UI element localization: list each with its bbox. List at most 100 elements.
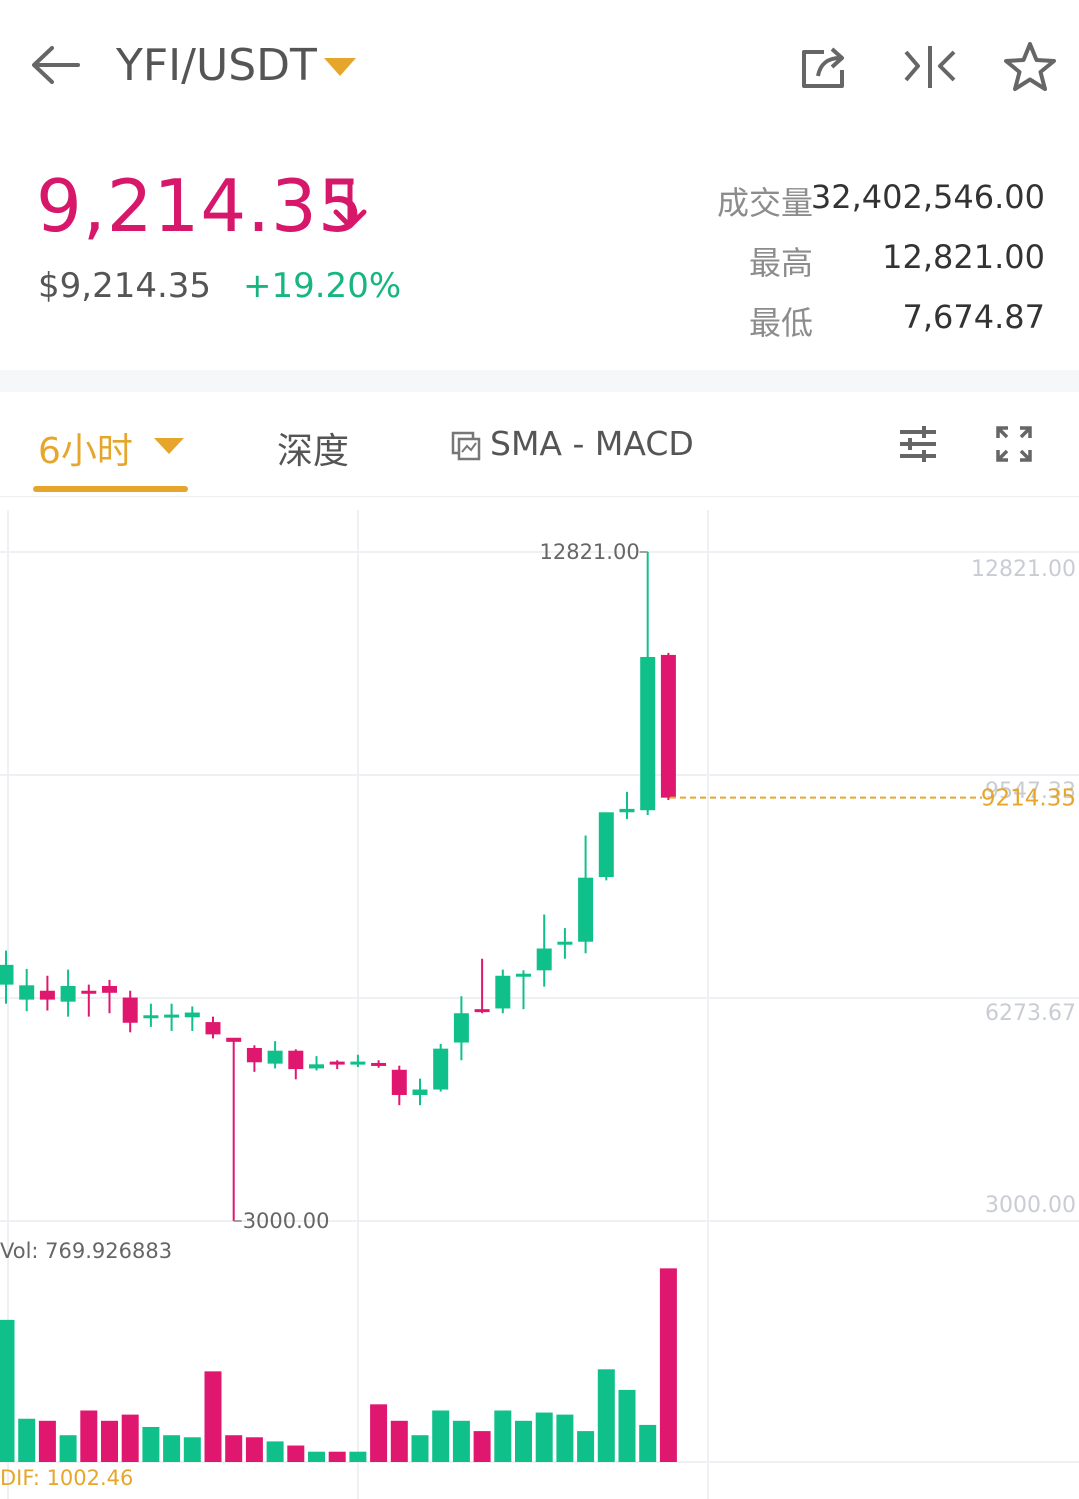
volume-bar [59,1435,77,1462]
active-tab-indicator [33,486,188,492]
caret-down-icon[interactable] [152,436,186,456]
volume-bar [577,1431,595,1462]
candle [0,950,14,1004]
volume-bar [494,1410,512,1462]
candle [350,1054,366,1068]
candle-body [226,1037,242,1042]
volume-bar [204,1371,222,1462]
back-arrow-icon[interactable] [28,40,88,90]
candle-body [557,941,573,945]
candle [329,1060,345,1070]
candle [39,975,55,1011]
volume-bar [225,1435,243,1462]
candle [267,1041,283,1069]
kline-chart[interactable]: 12821.00 9547.33 6273.67 3000.00 9214.35… [0,500,1079,1499]
high-marker: 12821.00 [539,540,639,564]
volume-bar [473,1431,491,1462]
candle [288,1049,304,1080]
candle [391,1065,407,1106]
candle [246,1045,262,1072]
stat-high: 最高 12,821.00 [645,238,1045,298]
volume-bar [266,1441,284,1462]
low-marker: 3000.00 [243,1209,330,1233]
tab-indicator[interactable]: SMA - MACD [490,424,694,463]
tab-interval[interactable]: 6小时 [38,431,133,472]
candle [536,914,552,987]
candle [453,996,469,1061]
candle [102,979,117,1014]
candle [412,1078,428,1106]
chart-grid [0,510,1079,1499]
star-icon[interactable] [1002,40,1058,94]
volume-bar [639,1424,657,1462]
candle-body [184,1012,200,1018]
stat-label: 最低 [748,304,813,342]
candle-body [660,654,676,798]
candle-body [640,656,656,811]
stat-value: 7,674.87 [902,298,1046,336]
candle-body [81,990,97,994]
candle [640,552,656,816]
compare-icon[interactable] [902,44,958,90]
candle [598,812,614,881]
candle [495,969,511,1014]
caret-down-icon[interactable] [322,56,358,78]
stat-label: 成交量 [716,184,813,222]
candle-body [39,990,55,1000]
candle [578,835,594,954]
candle-body [122,997,138,1023]
volume-bar [142,1426,160,1462]
volume-bar [80,1410,98,1462]
fullscreen-icon[interactable] [994,424,1034,464]
volume-bar [349,1451,367,1462]
candle [619,791,635,820]
price-axis-label: 9547.33 [985,779,1076,804]
candle-body [412,1089,428,1095]
share-icon[interactable] [800,44,848,90]
dif-label: DIF: 1002.46 [0,1466,133,1490]
trading-pair-title[interactable]: YFI/USDT [116,40,317,91]
candle [660,652,676,801]
candle-body [143,1015,159,1019]
price-axis-label: 12821.00 [971,557,1076,582]
candle [164,1003,180,1031]
volume-layer [0,1268,677,1462]
candle-body [433,1048,449,1090]
candle-body [246,1047,262,1063]
candle-body [329,1061,345,1065]
volume-bar [618,1389,636,1462]
candle-body [60,985,76,1002]
candle-body [391,1069,407,1095]
price-change-percent: +19.20% [243,266,402,306]
arrow-down-icon [333,181,367,229]
candle-body [267,1050,283,1064]
volume-label: Vol: 769.926883 [0,1239,172,1263]
candle [184,1006,200,1031]
top-bar: YFI/USDT [0,0,1079,135]
kline-chart-svg[interactable]: 12821.00 9547.33 6273.67 3000.00 9214.35… [0,500,1079,1499]
last-price: 9,214.35 [36,164,365,248]
candle [19,968,35,1012]
candle-body [288,1050,304,1070]
candle [122,990,138,1033]
indicator-icon[interactable] [450,430,482,462]
candle-body [598,812,614,877]
candle [226,1037,242,1221]
candle [474,958,490,1014]
volume-bar [287,1445,305,1462]
candle [557,928,573,959]
stat-value: 32,402,546.00 [810,178,1045,216]
last-price-marker: 9214.35 [981,786,1076,812]
chart-tabs: 6小时 深度 SMA - MACD [0,392,1079,497]
volume-bar [101,1420,118,1462]
tab-depth[interactable]: 深度 [277,431,350,472]
settings-sliders-icon[interactable] [898,424,938,464]
volume-bar [390,1420,408,1462]
volume-bar [18,1418,36,1462]
volume-bar [556,1414,574,1462]
candles-layer [0,552,676,1221]
candle [205,1016,221,1039]
candle-body [350,1061,366,1065]
candle-body [164,1014,180,1018]
candle [371,1060,387,1068]
